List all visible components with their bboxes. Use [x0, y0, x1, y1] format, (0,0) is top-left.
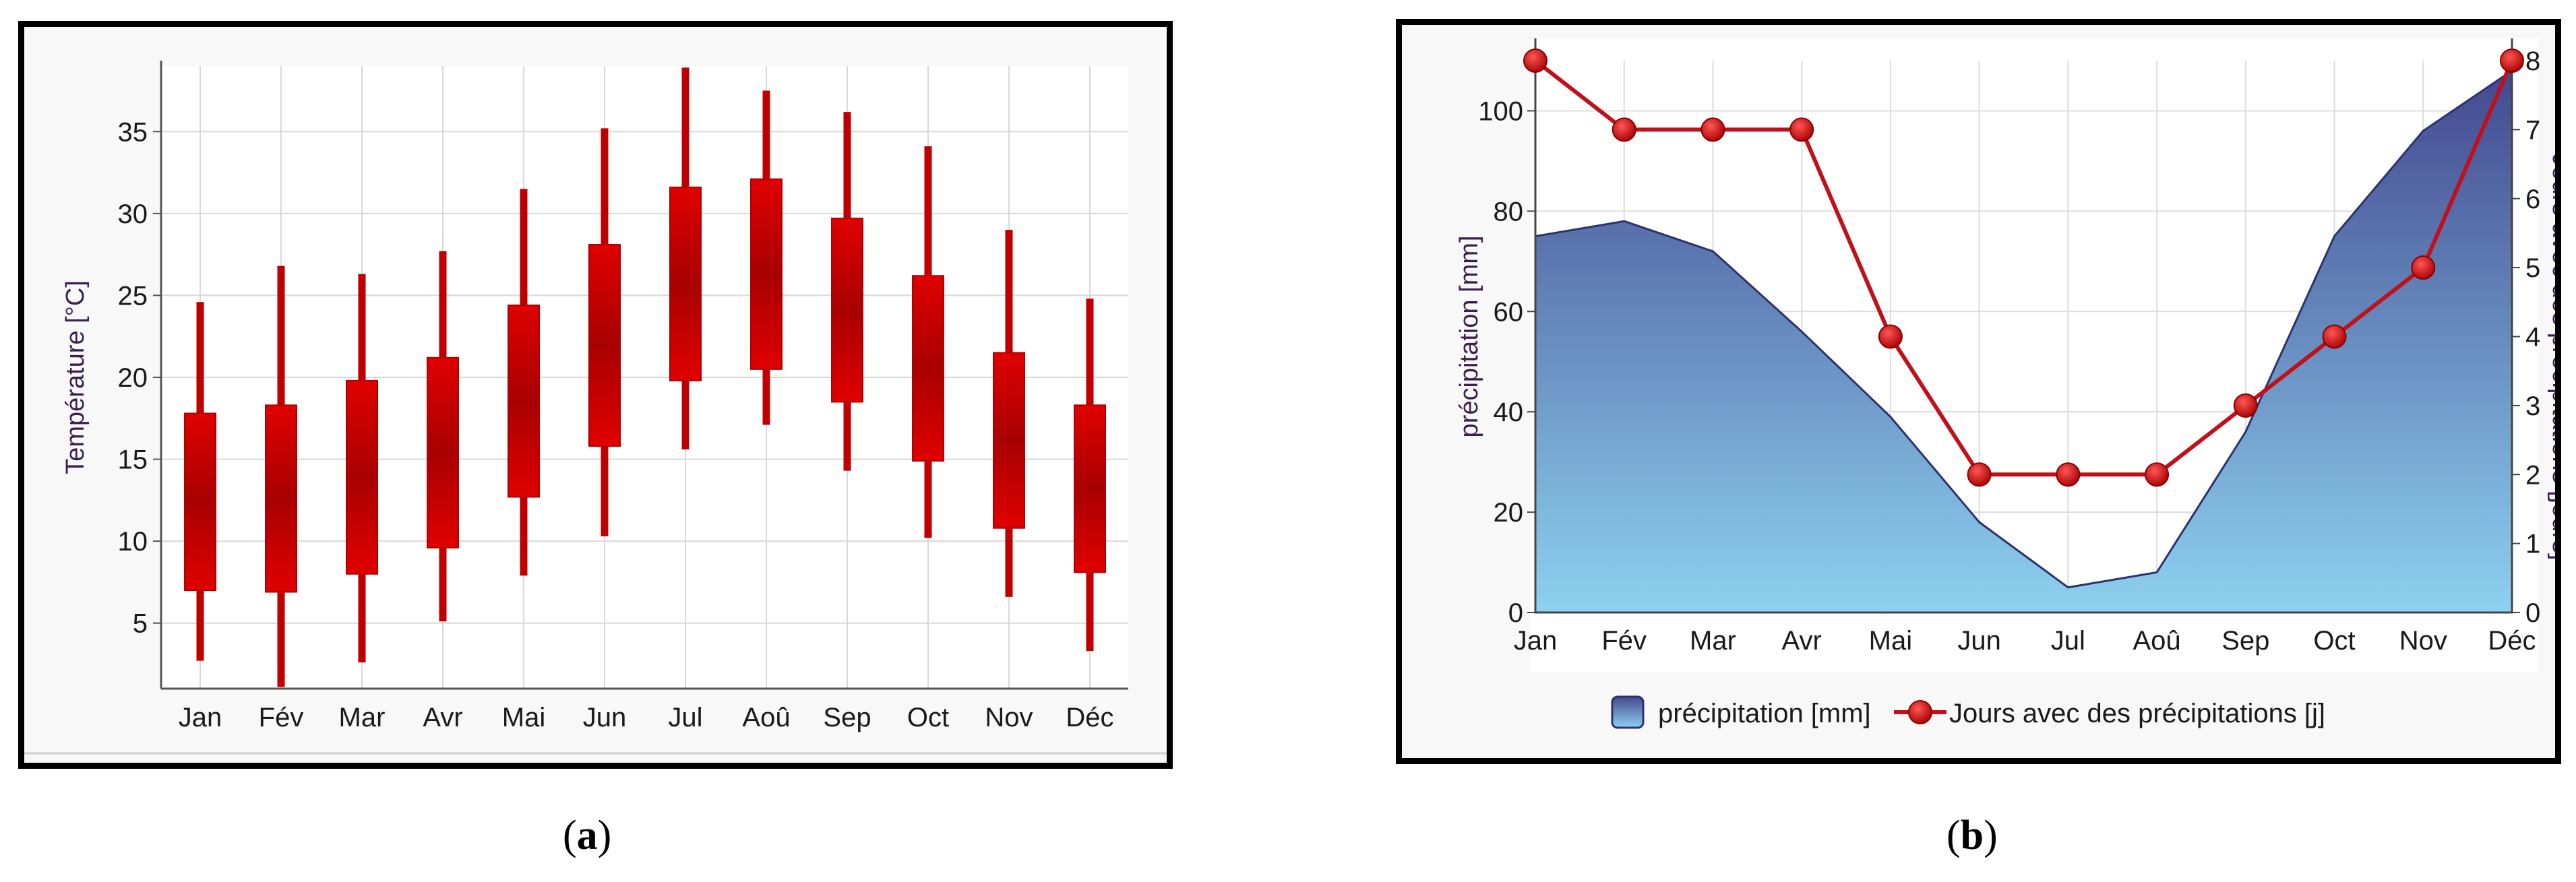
x-tick-label: Déc	[1066, 703, 1113, 732]
candle-body	[588, 244, 621, 447]
temperature-chart: 5 10 15 20 25 30 35 Jan Fév Mar Avr Mai Jun Jul Aoû Sep…	[24, 61, 1167, 755]
x-tick-label: Fév	[259, 703, 304, 732]
y-tick-label: 15	[118, 445, 148, 475]
rainy-days-point	[2411, 255, 2436, 280]
x-tick-label: Mai	[1869, 626, 1912, 656]
legend-line-marker	[1908, 700, 1932, 724]
legend-area-label: précipitation [mm]	[1658, 699, 1871, 728]
legend-line-label: Jours avec des précipitations [j]	[1949, 699, 2325, 728]
y-tick-label: 35	[118, 117, 148, 147]
x-tick-label: Oct	[907, 703, 949, 732]
x-tick-label: Oct	[2313, 626, 2355, 656]
y-axis-title: Température [°C]	[61, 280, 90, 474]
y-right-tick-label: 6	[2525, 185, 2540, 214]
x-tick-label: Aoû	[742, 703, 790, 732]
candle-body	[750, 178, 783, 370]
y-tick-label: 30	[118, 199, 148, 229]
rainy-days-point	[1700, 117, 1725, 142]
y-right-tick-label: 1	[2525, 530, 2540, 559]
rainy-days-point	[1612, 117, 1636, 142]
candle-body	[427, 356, 459, 548]
y-tick-label: 20	[118, 363, 148, 393]
candle-body	[912, 275, 944, 462]
x-tick-label: Jan	[1514, 626, 1558, 656]
candle-body	[265, 404, 297, 593]
candle-body	[184, 412, 216, 592]
rainy-days-point	[2056, 462, 2081, 487]
y-left-tick-label: 40	[1494, 398, 1524, 427]
candle-body	[669, 186, 702, 381]
y-right-tick-label: 5	[2525, 253, 2540, 283]
x-tick-label: Avr	[423, 703, 462, 732]
y-right-tick-label: 3	[2525, 391, 2540, 421]
y-tick-label: 25	[118, 281, 148, 311]
x-tick-label: Nov	[985, 703, 1033, 732]
rainy-days-point	[2322, 324, 2347, 349]
y-right-tick-label: 2	[2525, 460, 2540, 490]
x-tick-label: Mar	[339, 703, 386, 732]
y-left-tick-label: 60	[1494, 297, 1524, 327]
y-right-tick-label: 8	[2525, 46, 2540, 76]
x-tick-label: Jul	[668, 703, 702, 732]
x-tick-label: Jan	[179, 703, 222, 732]
x-tick-label: Jun	[1957, 626, 2001, 656]
x-tick-label: Mai	[502, 703, 545, 732]
x-tick-label: Avr	[1782, 626, 1822, 656]
caption-b: (b)	[1946, 813, 1998, 858]
y-tick-label: 5	[133, 609, 148, 639]
rainy-days-point	[1523, 49, 1547, 73]
legend-area-swatch	[1611, 695, 1645, 729]
x-tick-label: Fév	[1601, 626, 1647, 656]
y-tick-label: 10	[118, 527, 148, 557]
chart-panel-b: 0 20 40 60 80 100 0 1 2 3 4 5 6 7 8 Jan Fév Mar Avr Mai Jun J…	[1396, 19, 2561, 764]
y-left-tick-label: 20	[1494, 498, 1524, 528]
y-right-tick-label: 0	[2525, 598, 2540, 628]
chart-panel-a: 5 10 15 20 25 30 35 Jan Fév Mar Avr Mai Jun Jul Aoû Sep…	[18, 21, 1173, 769]
y-axis-left-title: précipitation [mm]	[1455, 236, 1483, 438]
y-right-tick-label: 7	[2525, 115, 2540, 145]
x-tick-label: Jul	[2051, 626, 2085, 656]
rainy-days-point	[1789, 117, 1814, 142]
caption-a: (a)	[563, 813, 612, 858]
x-tick-label: Aoû	[2133, 626, 2181, 656]
x-tick-label: Mar	[1690, 626, 1736, 656]
y-axis-right-title: Jours avec des précipitations [jours]	[2547, 153, 2555, 560]
x-tick-label: Jun	[583, 703, 627, 732]
rainy-days-line	[1534, 59, 2514, 477]
rainy-days-point	[2233, 393, 2258, 418]
x-tick-label: Sep	[823, 703, 871, 732]
rainy-days-point	[1878, 324, 1903, 349]
rainy-days-point	[2145, 462, 2170, 487]
x-tick-label: Déc	[2488, 626, 2536, 656]
precipitation-chart: 0 20 40 60 80 100 0 1 2 3 4 5 6 7 8 Jan Fév Mar Avr Mai Jun J…	[1455, 38, 2555, 729]
x-tick-label: Sep	[2221, 626, 2269, 656]
candle-body	[508, 305, 540, 498]
candle-body	[831, 218, 863, 403]
rainy-days-point	[2500, 49, 2524, 73]
y-left-tick-label: 80	[1494, 197, 1524, 226]
y-right-tick-label: 4	[2525, 323, 2540, 352]
candle-body	[1074, 404, 1106, 573]
x-tick-label: Nov	[2399, 626, 2447, 656]
rainy-days-point	[1967, 462, 1992, 487]
y-left-tick-label: 0	[1508, 598, 1523, 628]
precipitation-area	[1534, 69, 2513, 614]
candle-body	[346, 379, 378, 575]
y-left-tick-label: 100	[1478, 96, 1523, 126]
candle-body	[993, 352, 1025, 529]
